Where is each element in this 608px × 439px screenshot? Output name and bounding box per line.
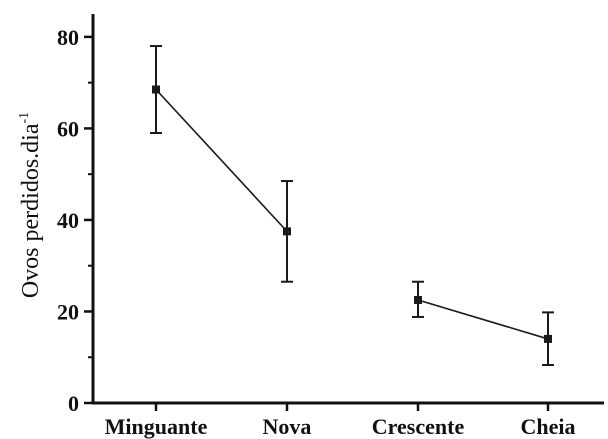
x-tick-label: Nova — [263, 414, 312, 439]
y-axis-label: Ovos perdidos.dia-1 — [17, 112, 44, 298]
axes — [91, 14, 604, 405]
y-tick-label: 80 — [57, 25, 79, 50]
y-tick-label: 40 — [57, 208, 79, 233]
x-ticks: Minguante Nova Crescente Cheia — [105, 403, 576, 439]
y-tick-label: 60 — [57, 116, 79, 141]
y-axis-label-superscript: -1 — [17, 112, 32, 124]
y-ticks: 0 20 40 60 80 — [57, 25, 93, 416]
series-line-segment — [155, 88, 288, 232]
error-bars — [150, 45, 554, 367]
series-line-segment — [417, 299, 549, 340]
y-tick-label: 20 — [57, 299, 79, 324]
data-points — [152, 85, 552, 343]
series-lines — [155, 88, 549, 340]
x-tick-label: Cheia — [521, 414, 576, 439]
y-tick-label: 0 — [68, 391, 79, 416]
x-tick-label: Minguante — [105, 414, 208, 439]
y-axis-label-text: Ovos perdidos.dia — [18, 123, 44, 298]
data-point — [414, 296, 422, 305]
data-point — [544, 334, 552, 343]
data-point — [283, 227, 291, 236]
x-tick-label: Crescente — [372, 414, 465, 439]
data-point — [152, 85, 160, 94]
